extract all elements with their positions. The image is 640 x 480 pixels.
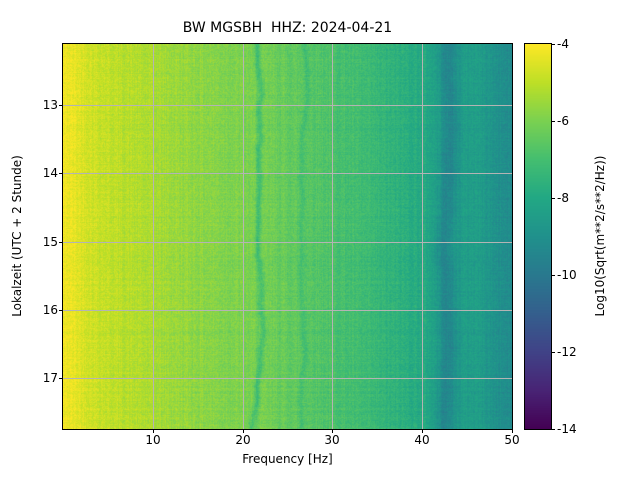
- y-tick-label: 16: [42, 303, 58, 317]
- colorbar-tick-label: -10: [557, 268, 577, 282]
- colorbar-tick-mark: [551, 198, 555, 199]
- x-tick-mark: [422, 429, 423, 433]
- colorbar-tick-mark: [551, 275, 555, 276]
- y-tick-mark: [59, 173, 63, 174]
- y-tick-label: 14: [42, 166, 58, 180]
- y-tick-label: 17: [42, 371, 58, 385]
- y-tick-label: 13: [42, 98, 58, 112]
- colorbar-tick-mark: [551, 352, 555, 353]
- colorbar-tick-label: -6: [557, 114, 569, 128]
- x-axis-label: Frequency [Hz]: [242, 452, 333, 466]
- colorbar-tick-label: -4: [557, 37, 569, 51]
- y-tick-label: 15: [42, 235, 58, 249]
- x-tick-label: 30: [324, 433, 340, 447]
- colorbar-label: Log10(Sqrt(m**2/s**2/Hz)): [593, 155, 607, 317]
- x-tick-mark: [153, 429, 154, 433]
- colorbar-tick-mark: [551, 44, 555, 45]
- chart-title: BW MGSBH HHZ: 2024-04-21: [182, 20, 393, 36]
- colorbar-tick-label: -12: [557, 345, 577, 359]
- y-tick-mark: [59, 310, 63, 311]
- x-tick-label: 20: [235, 433, 251, 447]
- x-tick-mark: [243, 429, 244, 433]
- x-tick-label: 10: [145, 433, 161, 447]
- colorbar-tick-mark: [551, 429, 555, 430]
- colorbar-canvas: [525, 44, 551, 429]
- colorbar-tick-label: -8: [557, 191, 569, 205]
- y-tick-mark: [59, 378, 63, 379]
- y-tick-mark: [59, 105, 63, 106]
- colorbar-tick-label: -14: [557, 422, 577, 436]
- colorbar-tick-mark: [551, 121, 555, 122]
- x-tick-mark: [512, 429, 513, 433]
- x-tick-label: 50: [504, 433, 520, 447]
- x-tick-mark: [332, 429, 333, 433]
- x-tick-label: 40: [414, 433, 430, 447]
- y-tick-mark: [59, 242, 63, 243]
- spectrogram-canvas: [63, 44, 512, 429]
